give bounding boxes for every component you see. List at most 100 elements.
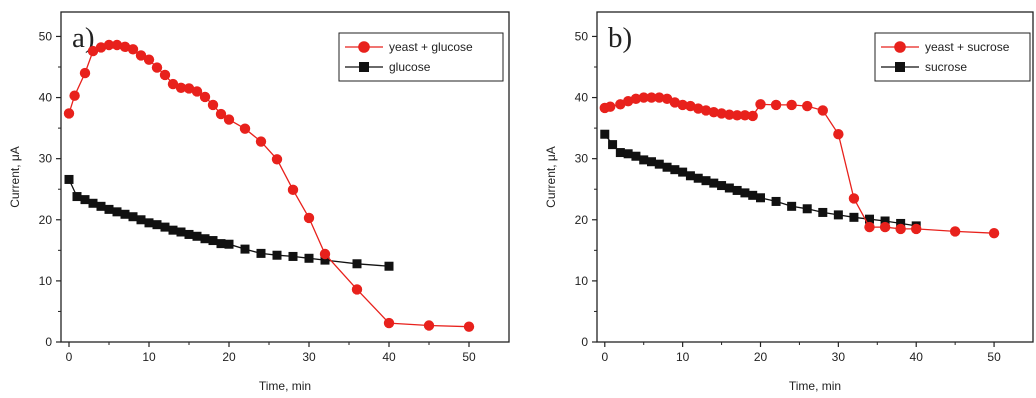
data-point xyxy=(605,101,616,112)
x-tick-label: 10 xyxy=(142,350,156,364)
data-point xyxy=(128,212,138,222)
y-tick-label: 0 xyxy=(45,335,52,349)
data-point xyxy=(802,204,812,214)
data-point xyxy=(724,109,735,120)
data-point xyxy=(802,100,813,112)
data-point xyxy=(176,227,186,237)
data-point xyxy=(224,239,234,249)
data-point xyxy=(144,218,154,228)
data-point xyxy=(127,44,139,55)
data-point xyxy=(96,201,106,211)
x-tick-label: 30 xyxy=(302,350,316,364)
data-point xyxy=(304,253,314,263)
data-point xyxy=(717,181,727,191)
data-point xyxy=(104,204,114,214)
data-point xyxy=(72,192,82,202)
panel-label: b) xyxy=(608,22,632,54)
y-tick-label: 40 xyxy=(575,91,589,105)
data-point xyxy=(103,39,115,51)
legend-marker xyxy=(359,62,369,72)
data-point xyxy=(756,193,765,203)
data-point xyxy=(215,108,227,120)
data-point xyxy=(175,82,187,93)
data-point xyxy=(770,99,782,111)
data-point xyxy=(630,93,642,104)
x-tick-label: 40 xyxy=(382,350,396,364)
x-tick-label: 20 xyxy=(222,350,236,364)
series-yeast-sucrose xyxy=(599,92,1000,239)
data-point xyxy=(631,151,641,161)
x-tick-label: 20 xyxy=(754,350,768,364)
data-point xyxy=(747,110,758,122)
data-point xyxy=(207,99,219,111)
y-tick-label: 20 xyxy=(575,213,589,227)
data-point xyxy=(271,154,283,165)
data-point xyxy=(136,215,146,225)
data-point xyxy=(192,231,202,241)
legend-box xyxy=(338,32,504,82)
data-point xyxy=(119,41,131,53)
data-point xyxy=(120,209,130,219)
data-point xyxy=(639,155,649,165)
data-point xyxy=(949,226,961,237)
x-axis-label: Time, min xyxy=(789,379,841,393)
data-point xyxy=(678,167,688,177)
legend-marker xyxy=(895,62,905,72)
data-point xyxy=(240,244,250,254)
panel-label: a) xyxy=(72,22,95,54)
data-point xyxy=(647,157,656,167)
y-tick-label: 20 xyxy=(39,213,53,227)
data-point xyxy=(615,99,626,110)
data-point xyxy=(608,140,618,150)
data-point xyxy=(787,201,797,211)
x-tick-label: 50 xyxy=(462,350,476,364)
x-tick-label: 0 xyxy=(601,350,608,364)
data-point xyxy=(786,99,797,111)
data-point xyxy=(848,193,860,204)
data-point xyxy=(833,210,843,220)
x-tick-label: 10 xyxy=(676,350,690,364)
data-point xyxy=(833,129,844,140)
data-point xyxy=(151,62,163,73)
data-point xyxy=(732,185,742,195)
y-tick-label: 50 xyxy=(575,29,589,43)
data-point xyxy=(463,321,475,332)
data-point xyxy=(646,92,657,103)
legend-label: sucrose xyxy=(925,60,967,74)
data-point xyxy=(255,136,267,147)
data-point xyxy=(693,103,704,114)
data-point xyxy=(199,91,211,103)
data-point xyxy=(677,99,688,111)
legend-marker xyxy=(894,41,906,53)
legend: yeast + glucose glucose xyxy=(338,32,504,82)
data-point xyxy=(69,90,80,101)
data-point xyxy=(693,173,703,183)
data-point xyxy=(654,159,664,169)
data-point xyxy=(623,149,633,159)
data-point xyxy=(615,148,625,158)
data-point xyxy=(168,225,178,235)
data-point xyxy=(638,92,649,103)
data-point xyxy=(740,188,750,198)
data-point xyxy=(143,54,155,65)
data-point xyxy=(159,69,171,81)
data-point xyxy=(818,207,828,217)
data-point xyxy=(865,214,874,224)
y-tick-label: 30 xyxy=(575,152,589,166)
series-line xyxy=(68,179,390,267)
data-point xyxy=(184,229,194,239)
data-point xyxy=(384,261,394,271)
data-point xyxy=(879,221,891,233)
data-point xyxy=(64,174,74,184)
x-tick-label: 0 xyxy=(66,350,73,364)
data-point xyxy=(152,220,162,230)
plot-frame xyxy=(596,11,1034,343)
data-point xyxy=(256,248,266,258)
data-point xyxy=(716,108,727,119)
data-point xyxy=(701,176,711,186)
data-point xyxy=(708,107,719,118)
data-point xyxy=(223,114,235,125)
series-glucose xyxy=(64,174,394,271)
y-tick-label: 50 xyxy=(39,29,53,43)
